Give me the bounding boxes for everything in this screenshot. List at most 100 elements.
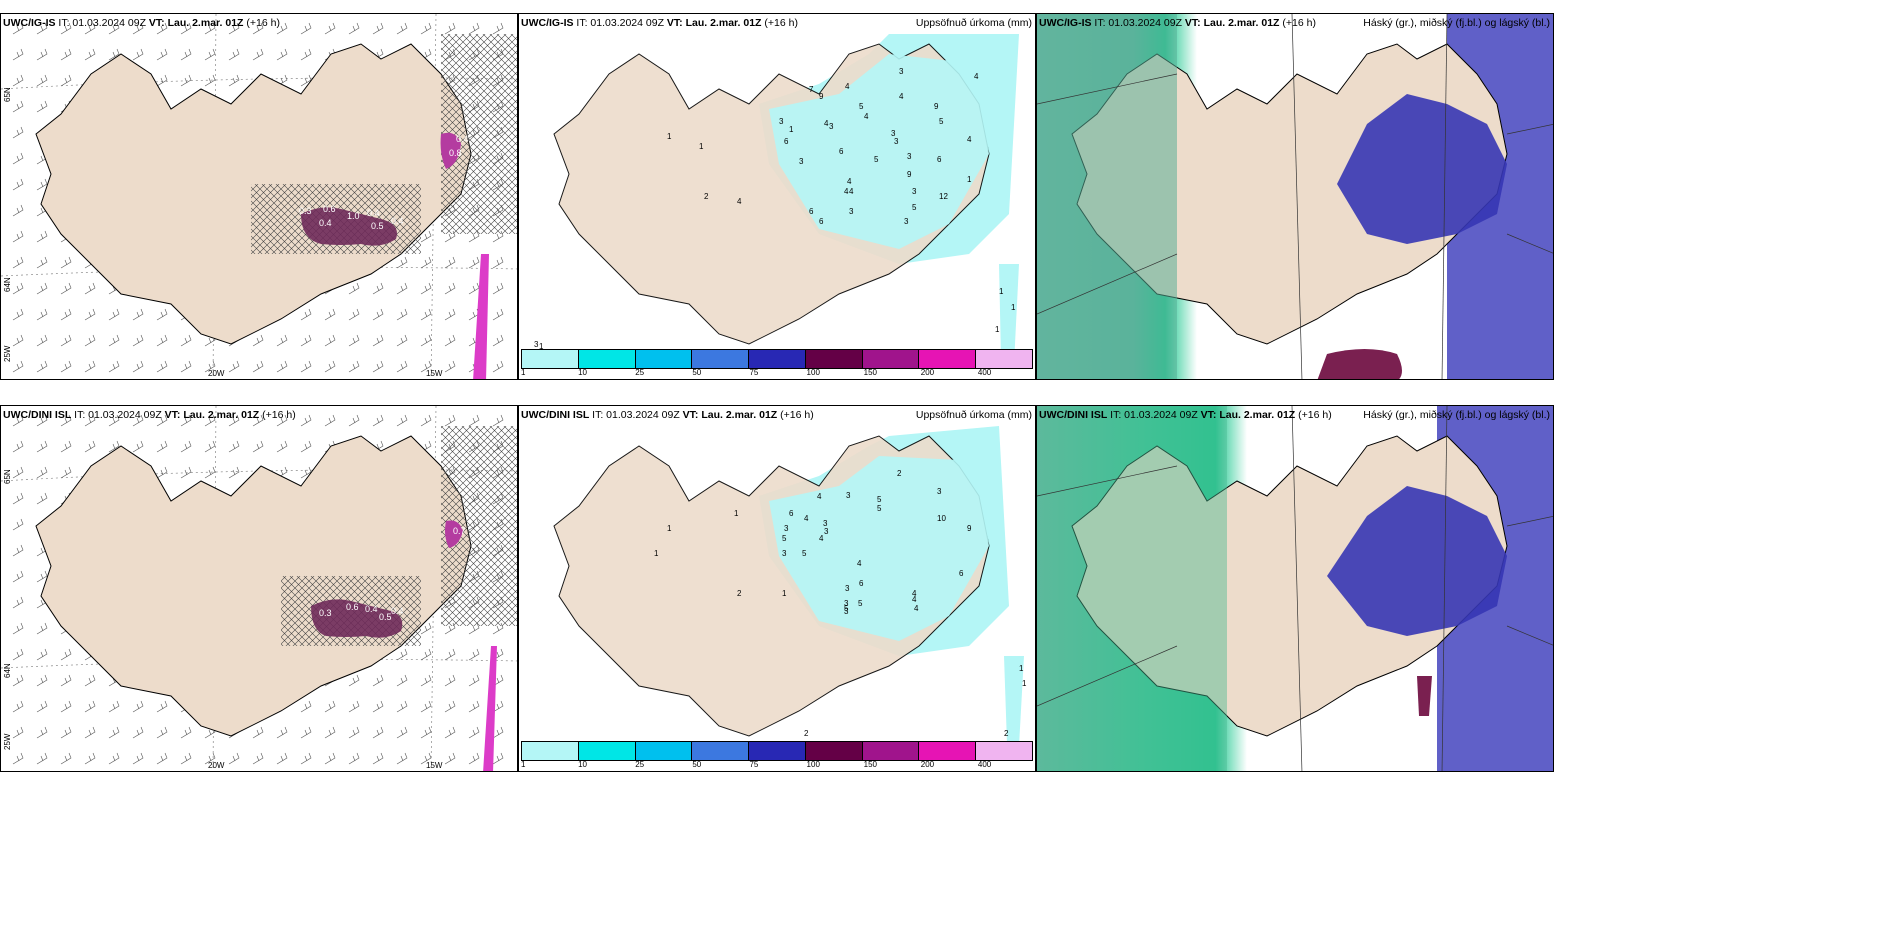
lat-label-64n: 64N (3, 277, 12, 292)
wind-barb (420, 700, 432, 713)
map-value-label: 6 (784, 137, 789, 146)
wind-barb (12, 48, 24, 61)
map-value-label: 1 (995, 325, 1000, 334)
wind-barb (300, 48, 312, 61)
wind-barb (12, 256, 24, 269)
wind-barb (132, 440, 144, 453)
wind-barb (372, 752, 384, 765)
map-value-label: 6 (789, 509, 794, 518)
wind-barb (12, 466, 24, 479)
wind-barb (228, 466, 240, 479)
wind-barb (420, 648, 432, 661)
wind-barb (252, 752, 264, 765)
wind-barb (36, 752, 48, 765)
map-value-label: 9 (907, 170, 912, 179)
wind-barb (396, 726, 408, 739)
colorbar-swatch (749, 350, 806, 368)
map-value-label: 4 (819, 534, 824, 543)
wind-barb (36, 622, 48, 635)
wind-barb (348, 726, 360, 739)
map-value-label: 1 (699, 142, 704, 151)
map-value-label: 4 (817, 492, 822, 501)
wind-barb (156, 752, 168, 765)
map-value-label: 1.0 (347, 211, 360, 221)
colorbar-tick-label: 100 (806, 368, 820, 377)
wind-barb (396, 752, 408, 765)
map-value-label: 3 (899, 67, 904, 76)
map-value-label: 3 (844, 607, 849, 616)
wind-barb (252, 334, 264, 347)
colorbar-tick-label: 100 (806, 760, 820, 769)
wind-barb (396, 648, 408, 661)
map-value-label: 5 (858, 599, 863, 608)
wind-barb (156, 726, 168, 739)
wind-barb (12, 282, 24, 295)
wind-barb (492, 256, 504, 269)
wind-barb (204, 360, 216, 373)
wind-barb (396, 256, 408, 269)
wind-barb (156, 466, 168, 479)
map-value-label: 3 (849, 207, 854, 216)
map-value-label: 5 (912, 203, 917, 212)
wind-barb (156, 440, 168, 453)
panel-bottom-right: UWC/DINI ISL IT: 01.03.2024 09Z VT: Lau.… (1036, 405, 1554, 772)
wind-barb (84, 22, 96, 35)
wind-barb (108, 726, 120, 739)
lat-label-25w: 25W (3, 733, 12, 750)
map-value-label: 2 (897, 469, 902, 478)
wind-barb (60, 752, 72, 765)
wind-barb (156, 308, 168, 321)
wind-barb (276, 414, 288, 427)
wind-barb (324, 414, 336, 427)
wind-barb (492, 334, 504, 347)
map-value-label: 0.8 (449, 148, 462, 158)
map-value-label: 5 (844, 604, 849, 613)
wind-barb (276, 48, 288, 61)
wind-barb (444, 648, 456, 661)
wind-barb (444, 256, 456, 269)
colorbar-swatch (976, 742, 1033, 760)
wind-barb (324, 360, 336, 373)
wind-barb (156, 22, 168, 35)
wind-barb (348, 414, 360, 427)
wind-barb (372, 22, 384, 35)
wind-barb (36, 230, 48, 243)
map-value-label: 4 (912, 589, 917, 598)
wind-barb (324, 700, 336, 713)
wind-barb (108, 440, 120, 453)
precip-blobs (301, 132, 489, 379)
map-value-label: 3 (844, 599, 849, 608)
wind-barb (60, 700, 72, 713)
map-value-label: 6 (819, 217, 824, 226)
wind-barb (60, 360, 72, 373)
wind-barb (84, 752, 96, 765)
wind-barb (300, 414, 312, 427)
map-value-label: 3 (779, 117, 784, 126)
map-value-label: 4 (844, 187, 849, 196)
wind-barb (36, 282, 48, 295)
map-value-label: 1 (539, 342, 544, 351)
panel-top-right: UWC/IG-IS IT: 01.03.2024 09Z VT: Lau. 2.… (1036, 13, 1554, 380)
wind-barb (420, 22, 432, 35)
wind-barb (468, 726, 480, 739)
wind-barb (60, 726, 72, 739)
panel-subtitle: Uppsöfnuð úrkoma (mm) (915, 409, 1032, 421)
wind-barb (36, 308, 48, 321)
wind-barb (276, 752, 288, 765)
map-value-label: 3 (904, 217, 909, 226)
colorbar-swatch (862, 742, 920, 760)
lon-label-20w: 20W (208, 369, 225, 378)
wind-barb (204, 74, 216, 87)
wind-barb (324, 726, 336, 739)
wind-barb (324, 22, 336, 35)
wind-barb (156, 360, 168, 373)
panel-subtitle: Háský (gr.), miðský (fj.bl.) og lágský (… (1363, 409, 1550, 421)
wind-barb (12, 518, 24, 531)
map-value-label: 2 (704, 192, 709, 201)
map-value-label: 5 (939, 117, 944, 126)
wind-barb (108, 48, 120, 61)
map-value-label: 0.3 (319, 608, 332, 618)
wind-barb (420, 256, 432, 269)
wind-barb (12, 74, 24, 87)
lat-label-64n: 64N (3, 663, 12, 678)
